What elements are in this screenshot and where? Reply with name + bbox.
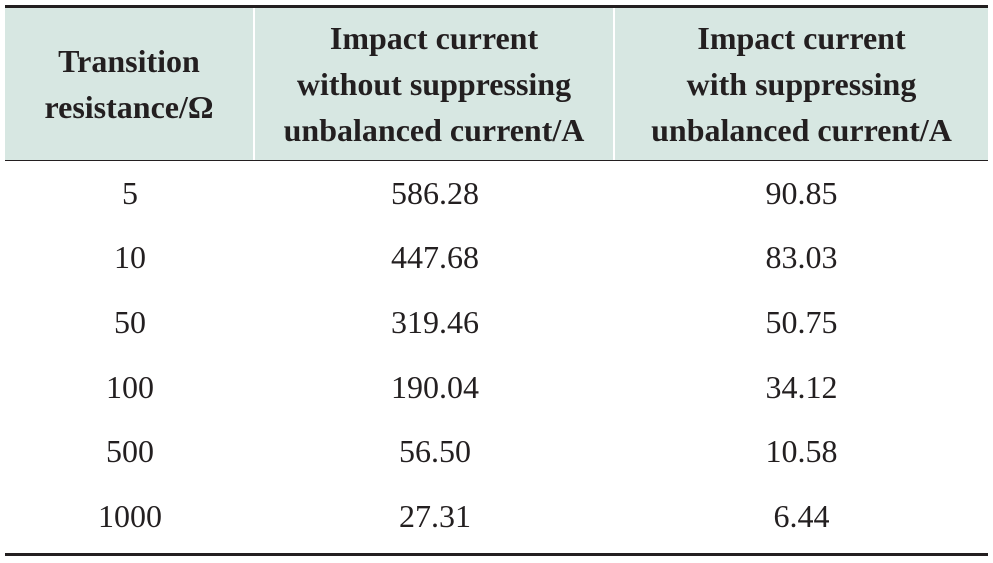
cell-impact-current-with: 10.58 [765,433,838,470]
cell-transition-resistance: 50 [114,303,146,340]
header-impact-current-without-label: Impact current without suppressing unbal… [283,20,585,148]
table-row: 5 586.28 90.85 [5,161,988,226]
table-row: 10 447.68 83.03 [5,226,988,291]
header-impact-current-without-suppressing: Impact current without suppressing unbal… [255,8,615,160]
cell-transition-resistance: 100 [106,368,154,405]
cell-impact-current-without: 586.28 [391,174,479,211]
cell-impact-current-with: 6.44 [773,497,830,534]
cell-impact-current-without: 190.04 [391,368,479,405]
table-bottom-rule [5,552,988,556]
cell-impact-current-without: 319.46 [391,303,479,340]
table-body: 5 586.28 90.85 10 447.68 83.03 50 319.46… [5,161,988,549]
table-top-rule [5,5,988,8]
cell-transition-resistance: 5 [122,174,138,211]
cell-impact-current-without: 56.50 [399,433,471,470]
table-row: 50 319.46 50.75 [5,290,988,355]
table-header-row: Transition resistance/Ω Impact current w… [5,8,988,161]
header-impact-current-with-suppressing: Impact current with suppressing unbalanc… [615,8,988,160]
cell-transition-resistance: 10 [114,239,146,276]
table-row: 500 56.50 10.58 [5,419,988,484]
cell-impact-current-with: 34.12 [765,368,838,405]
header-transition-resistance-label: Transition resistance/Ω [44,43,214,125]
table-row: 1000 27.31 6.44 [5,484,988,549]
cell-impact-current-without: 447.68 [391,239,479,276]
cell-impact-current-with: 90.85 [765,174,838,211]
cell-transition-resistance: 500 [106,433,154,470]
table-row: 100 190.04 34.12 [5,355,988,420]
header-transition-resistance: Transition resistance/Ω [5,8,255,160]
cell-impact-current-with: 50.75 [765,303,838,340]
header-impact-current-with-label: Impact current with suppressing unbalanc… [651,20,952,148]
cell-transition-resistance: 1000 [98,497,162,534]
cell-impact-current-with: 83.03 [765,239,838,276]
data-table: Transition resistance/Ω Impact current w… [5,5,988,556]
cell-impact-current-without: 27.31 [399,497,471,534]
